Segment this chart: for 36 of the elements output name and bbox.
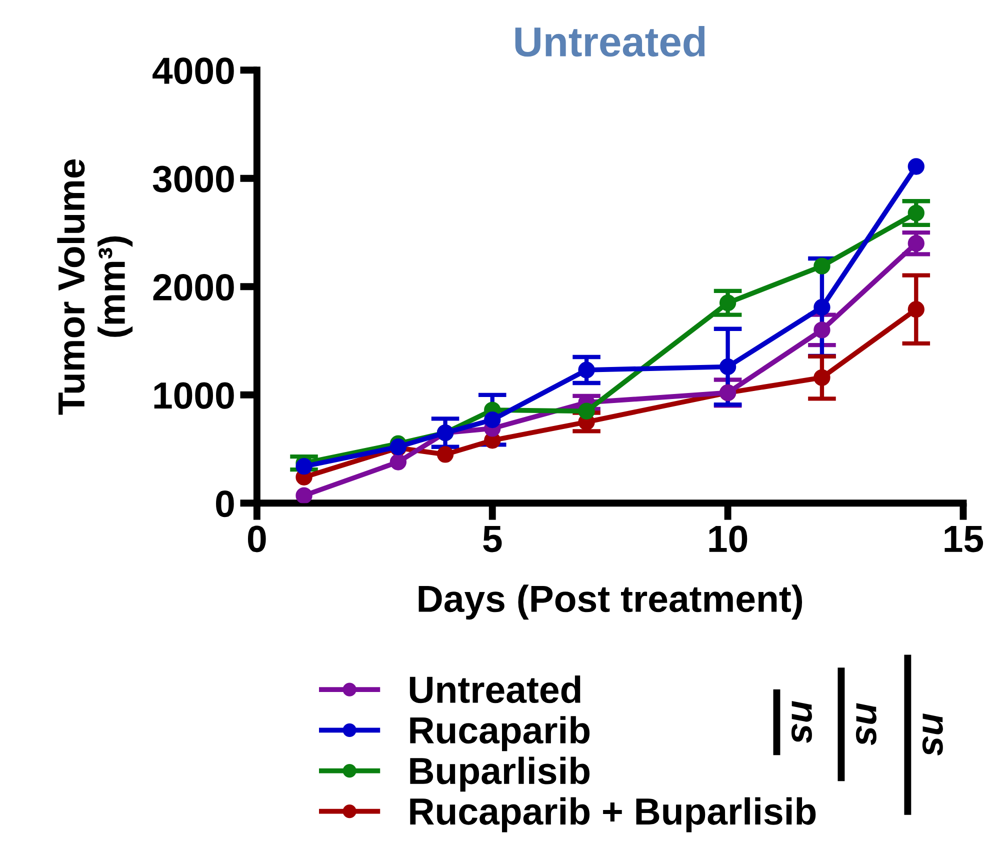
point <box>814 258 830 274</box>
point <box>814 298 830 316</box>
chart-title: Untreated <box>515 26 705 57</box>
y-tick-label: 1000 <box>154 382 234 409</box>
point <box>390 454 407 470</box>
x-axis-title: Days (Post treatment) <box>418 584 802 620</box>
y-tick-label: 3000 <box>152 166 234 192</box>
y-tick-label: 0 <box>216 490 234 518</box>
point <box>814 322 830 338</box>
text: ns <box>791 701 812 743</box>
point <box>814 369 830 386</box>
x-tick-label: 0 <box>248 526 266 552</box>
text: ns <box>856 703 876 746</box>
legend-label: Untreated <box>410 676 580 704</box>
text: ns <box>922 714 943 756</box>
legend-label: Buparlisib <box>410 756 590 792</box>
point <box>578 362 595 378</box>
point <box>908 158 924 175</box>
legend-label: Rucaparib <box>410 716 590 752</box>
point <box>436 446 454 463</box>
point <box>719 358 736 376</box>
point <box>908 204 924 222</box>
point <box>296 458 312 475</box>
point <box>296 487 312 504</box>
x-tick-label: 15 <box>944 526 984 552</box>
x-tick-label: 10 <box>709 526 748 552</box>
point <box>719 294 736 312</box>
point <box>908 301 924 318</box>
y-tick-label: 4000 <box>152 58 234 84</box>
point <box>908 235 924 252</box>
point <box>484 411 501 428</box>
y-tick-label: 2000 <box>153 274 234 301</box>
legend-label: Rucaparib + Buparlisib <box>410 797 816 832</box>
y-axis-title: Tumor Volume (mm³) <box>57 159 133 415</box>
point <box>578 402 595 420</box>
x-tick-label: 5 <box>483 526 502 552</box>
